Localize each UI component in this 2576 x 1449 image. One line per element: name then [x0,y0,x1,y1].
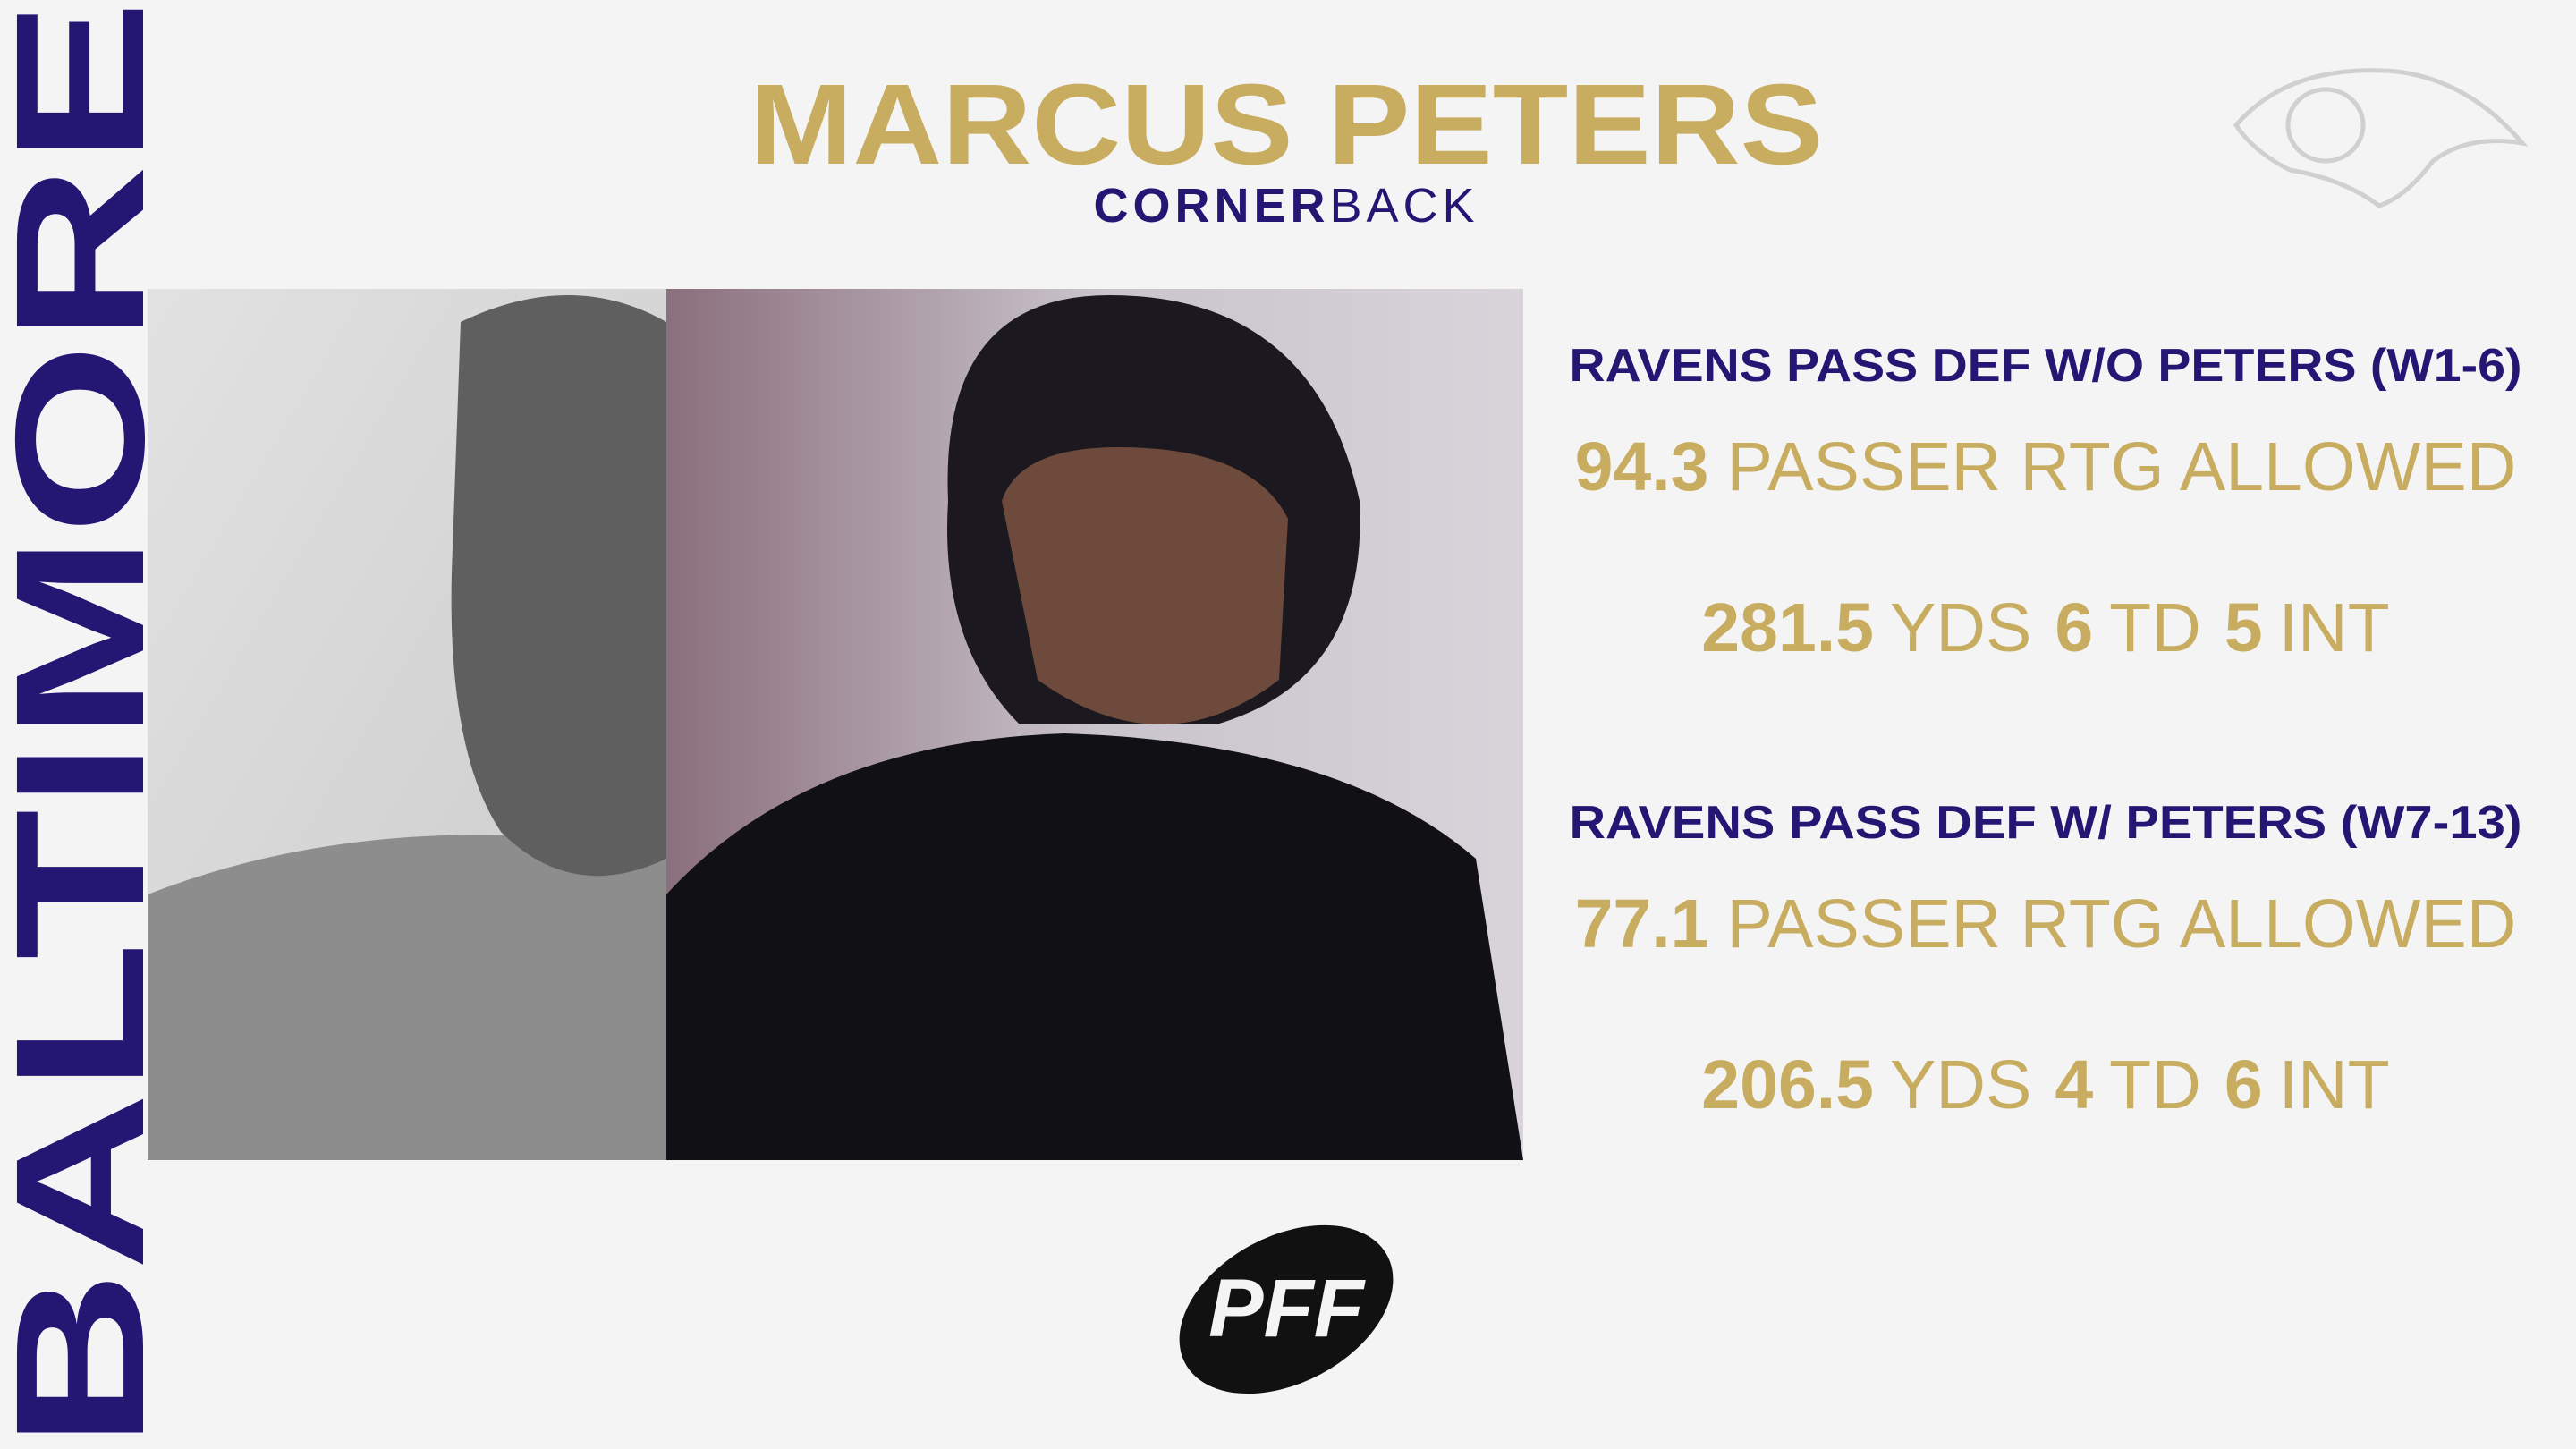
total-label: TD [2109,589,2201,666]
stat-heading: RAVENS PASS DEF W/O PETERS (W1-6) [1570,340,2522,392]
subtitle: CORNERBACK [1093,179,1479,233]
total-value: 6 [2055,589,2093,666]
total-value: 206.5 [1701,1046,1874,1123]
stats: RAVENS PASS DEF W/O PETERS (W1-6)94.3 PAS… [1570,340,2522,1123]
rating-value: 94.3 [1575,428,1709,505]
total-label: YDS [1890,589,2031,666]
rating-line: 94.3 PASSER RTG ALLOWED [1575,428,2517,505]
title: MARCUS PETERS [750,61,1823,189]
total-label: TD [2109,1046,2201,1123]
photo-grayscale [148,289,666,1160]
total-label: INT [2279,589,2390,666]
rating-label: PASSER RTG ALLOWED [1726,886,2516,962]
total-value: 6 [2224,1046,2263,1123]
total-value: 5 [2224,589,2263,666]
total-value: 281.5 [1701,589,1874,666]
rating-line: 77.1 PASSER RTG ALLOWED [1575,886,2517,962]
pff-logo: PFF [1179,1224,1394,1394]
stat-heading: RAVENS PASS DEF W/ PETERS (W7-13) [1570,797,2522,849]
rating-value: 77.1 [1575,886,1709,962]
subtitle-bold: CORNER [1093,179,1329,233]
rating-label: PASSER RTG ALLOWED [1726,428,2516,505]
total-label: YDS [1890,1046,2031,1123]
total-label: INT [2279,1046,2390,1123]
subtitle-light: BACK [1329,179,1479,233]
team-logo [2233,68,2529,208]
pff-text: PFF [1208,1263,1367,1354]
photo-color [666,289,1523,1160]
totals-line: 206.5 YDS 4 TD 6 INT [1701,1046,2389,1123]
total-value: 4 [2055,1046,2093,1123]
totals-line: 281.5 YDS 6 TD 5 INT [1701,589,2389,666]
sidebar-text: BALTIMORE [0,0,182,1449]
